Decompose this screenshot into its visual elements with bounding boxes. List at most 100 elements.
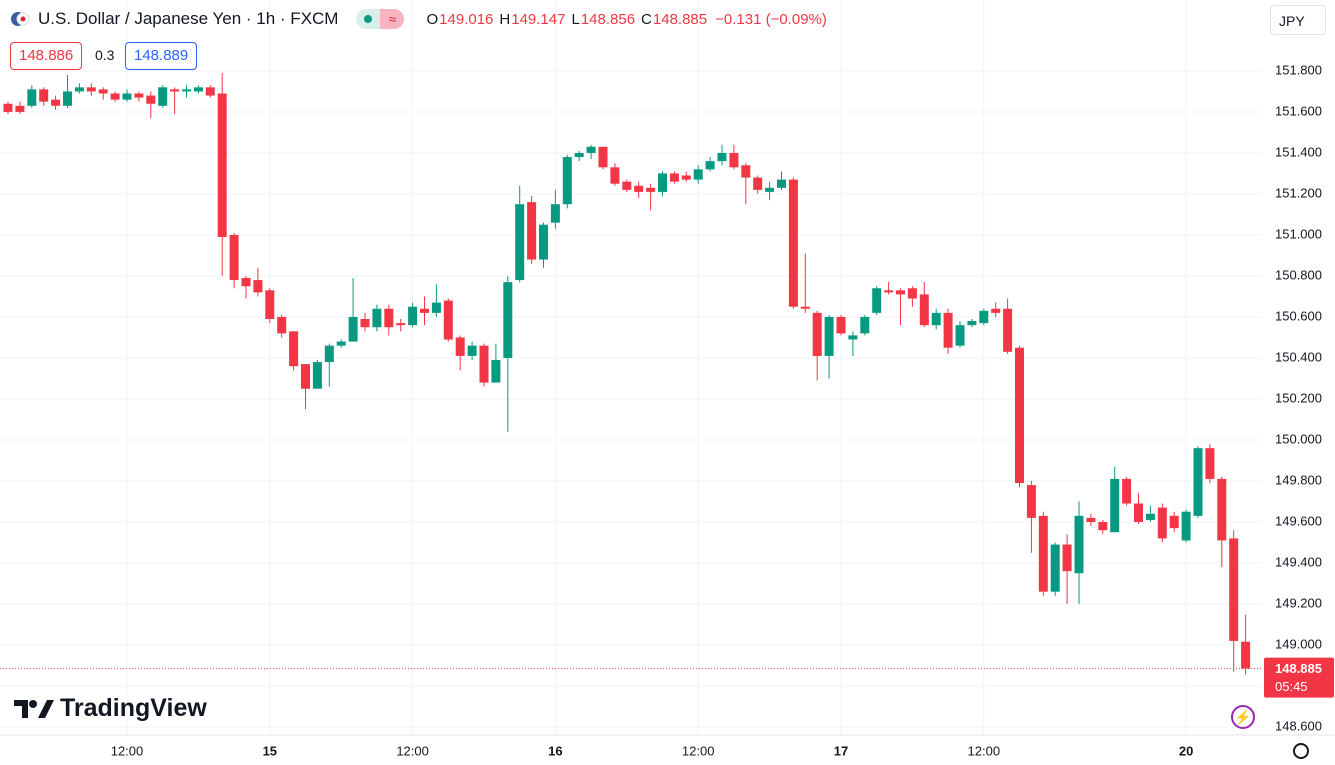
ohlc-value: 149.016 — [439, 10, 494, 28]
x-tick-label: 15 — [263, 743, 277, 758]
x-tick-label: 17 — [834, 743, 848, 758]
candle-body — [360, 319, 370, 328]
y-tick-label: 149.000 — [1275, 636, 1322, 651]
y-tick-label: 151.800 — [1275, 62, 1322, 77]
candle-body — [824, 316, 834, 356]
candle-body — [1015, 347, 1024, 484]
x-tick-label: 20 — [1179, 743, 1193, 758]
candle-body — [63, 91, 72, 106]
y-tick-label: 150.400 — [1275, 349, 1322, 364]
candle-body — [134, 93, 144, 98]
candle-body — [431, 302, 441, 313]
symbol-title: U.S. Dollar / Japanese Yen · 1h · FXCM — [38, 9, 339, 28]
candle-body — [550, 204, 560, 223]
y-tick-label: 149.200 — [1275, 595, 1322, 610]
candle-body — [3, 103, 13, 112]
y-tick-label: 149.800 — [1275, 472, 1322, 487]
candle-body — [336, 341, 346, 346]
ask-box[interactable]: 148.889 — [125, 42, 198, 70]
candle-body — [1098, 521, 1108, 531]
candle-body — [1181, 511, 1191, 541]
ohlc-letter: O — [426, 10, 439, 28]
last-price-label: 148.885 — [1275, 661, 1322, 676]
x-tick-label: 12:00 — [396, 743, 429, 758]
candle-body — [1169, 515, 1179, 529]
candle-body — [193, 87, 203, 92]
logo-mark — [14, 699, 54, 718]
flag-icon — [11, 12, 30, 26]
currency-button[interactable]: JPY — [1270, 5, 1326, 35]
candle-body — [1110, 478, 1120, 533]
candle-body — [622, 181, 632, 190]
candle-body — [348, 316, 358, 342]
y-tick-label: 150.000 — [1275, 431, 1322, 446]
candle-body — [265, 290, 275, 320]
candle-body — [562, 157, 572, 205]
candle-body — [455, 337, 465, 356]
bid-box[interactable]: 148.886 — [10, 42, 83, 70]
candle-body — [586, 146, 596, 153]
candle-body — [681, 175, 691, 180]
candle-body — [907, 288, 917, 299]
candle-body — [122, 93, 132, 100]
y-tick-label: 150.200 — [1275, 390, 1322, 405]
x-tick-label: 16 — [548, 743, 562, 758]
candle-body — [1003, 308, 1013, 352]
candle-body — [872, 288, 882, 313]
candle-body — [503, 282, 513, 358]
candle-body — [1074, 515, 1084, 574]
candle-body — [39, 89, 49, 102]
status-icons[interactable]: ≈ — [356, 9, 405, 29]
candle-body — [1050, 544, 1060, 592]
candle-body — [931, 312, 941, 326]
candle-body — [15, 105, 25, 112]
candle-body — [396, 323, 406, 326]
candle-body — [384, 308, 394, 328]
candle-body — [800, 306, 810, 309]
candle-body — [467, 345, 477, 356]
y-tick-label: 149.400 — [1275, 554, 1322, 569]
candle-body — [420, 308, 429, 313]
countdown: 05:45 — [1275, 679, 1308, 694]
candle-body — [896, 290, 905, 295]
candle-body — [765, 187, 775, 192]
candle-body — [27, 89, 37, 106]
candle-body — [991, 308, 1001, 313]
candle-body — [539, 224, 548, 260]
candle-body — [51, 99, 61, 106]
ohlc-letter: C — [641, 10, 652, 28]
y-tick-label: 149.600 — [1275, 513, 1322, 528]
candle-body — [182, 89, 191, 92]
logo-text: TradingView — [60, 694, 207, 722]
candle-body — [146, 95, 156, 104]
candle-body — [943, 312, 953, 348]
y-tick-label: 150.800 — [1275, 267, 1322, 282]
candle-body — [979, 310, 989, 324]
candle-body — [301, 364, 310, 389]
candle-body — [1193, 448, 1203, 516]
candle-body — [324, 345, 334, 363]
candle-body — [717, 152, 727, 162]
lightning-button[interactable]: ⚡ — [1231, 705, 1255, 729]
ohlc-value: 148.885 — [652, 10, 708, 28]
y-tick-label: 150.600 — [1275, 308, 1322, 323]
settings-button[interactable] — [1293, 743, 1309, 759]
candle-body — [884, 290, 894, 293]
candle-body — [1229, 538, 1239, 641]
ohlc-value: 149.147 — [511, 10, 566, 28]
candle-body — [848, 335, 858, 340]
candle-body — [527, 202, 537, 260]
candle-body — [229, 234, 239, 281]
candle-body — [158, 87, 168, 106]
x-tick-label: 12:00 — [968, 743, 1001, 758]
spread: 0.3 — [87, 42, 123, 68]
candle-body — [646, 187, 656, 192]
candle-body — [788, 179, 798, 307]
candle-body — [955, 325, 965, 346]
candle-body — [170, 89, 180, 92]
logo: TradingView — [14, 694, 207, 723]
x-tick-label: 12:00 — [682, 743, 715, 758]
candle-body — [812, 312, 822, 356]
